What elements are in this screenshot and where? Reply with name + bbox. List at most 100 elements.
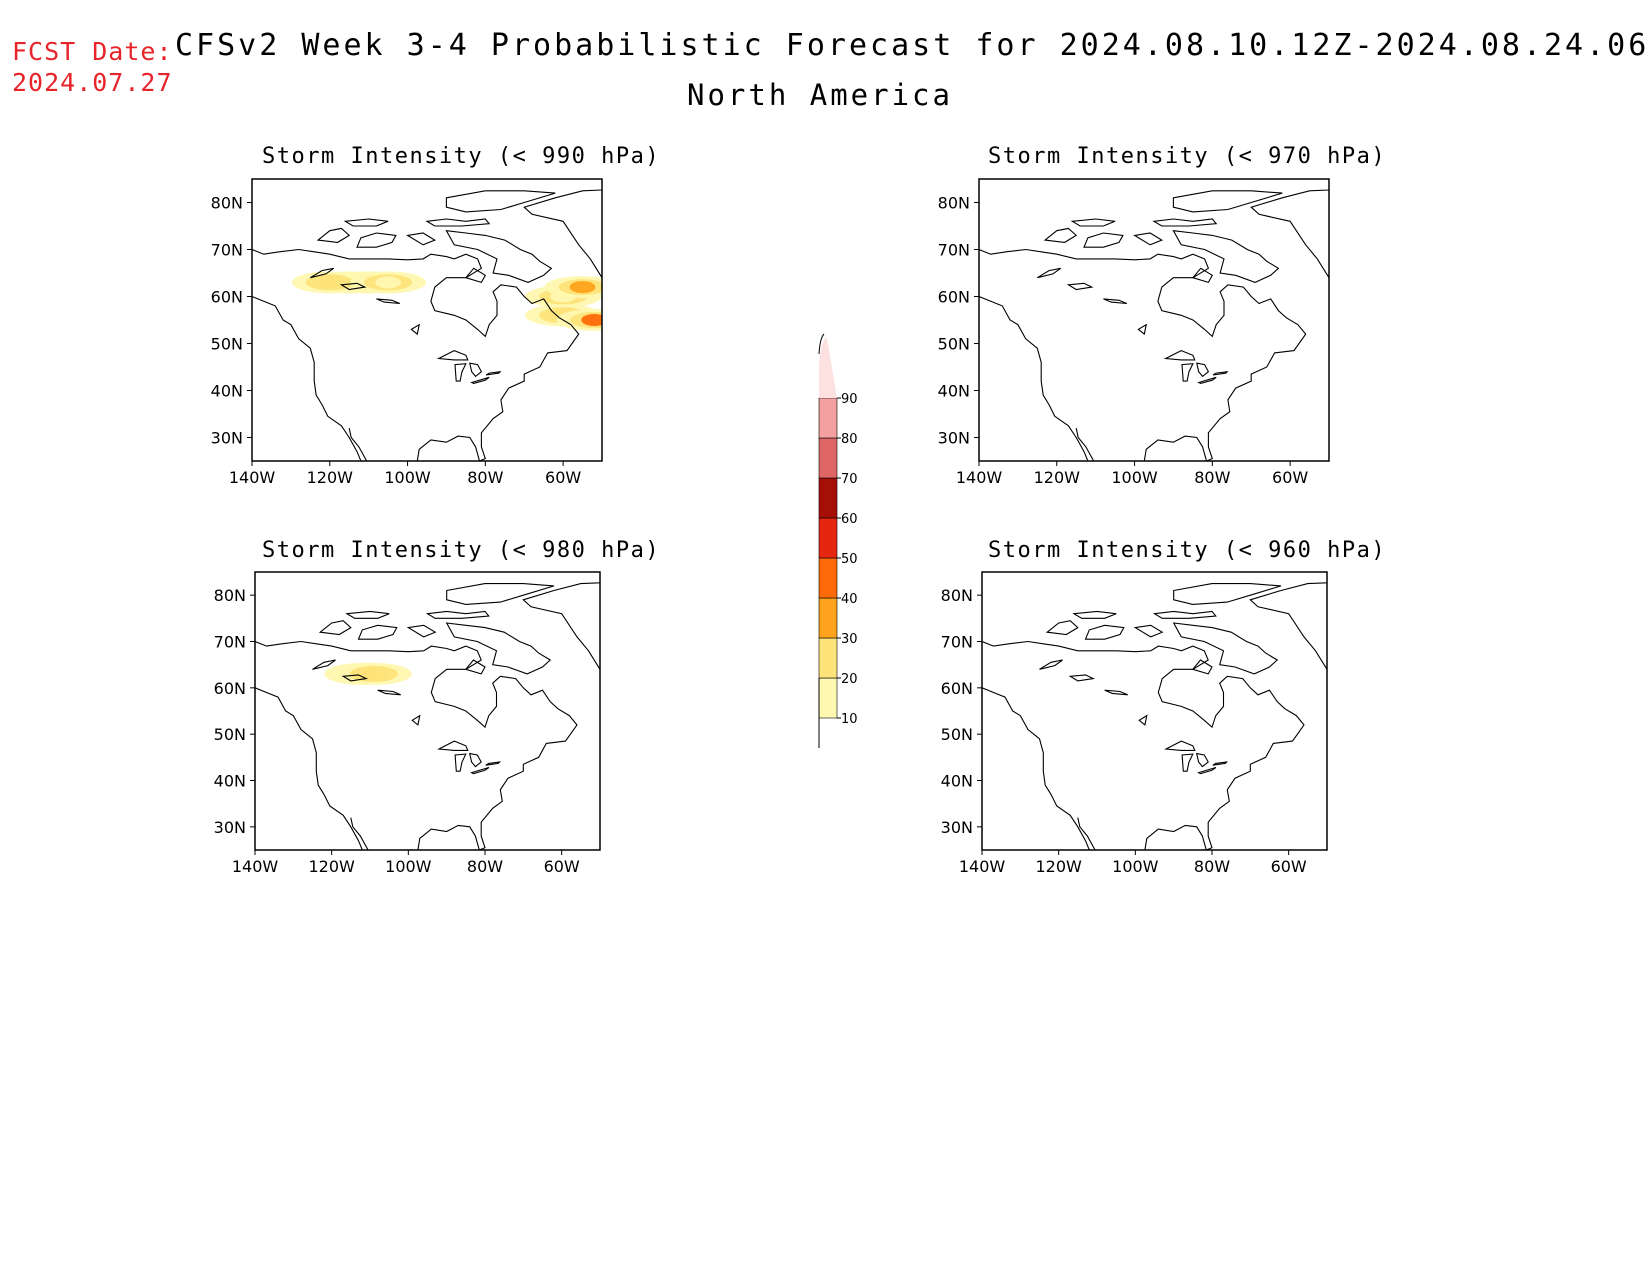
island-outline bbox=[1152, 218, 1218, 227]
west-coastline bbox=[255, 687, 363, 850]
island-outline bbox=[1133, 624, 1164, 638]
island-outline bbox=[1072, 610, 1117, 619]
panel-title-960: Storm Intensity (< 960 hPa) bbox=[988, 538, 1387, 563]
lat-tick-label: 50N bbox=[211, 335, 243, 354]
lake-outline bbox=[1163, 349, 1196, 361]
lon-tick-label: 120W bbox=[1035, 857, 1082, 876]
lake-outline bbox=[1196, 362, 1210, 378]
panel-title-990: Storm Intensity (< 990 hPa) bbox=[262, 144, 661, 169]
island-outline bbox=[318, 620, 352, 636]
colorbar-label: 70 bbox=[841, 472, 858, 487]
map-panel-970: 80N 70N 60N 50N 40N 30N 140W 120W 100W 80W 60W bbox=[938, 178, 1330, 487]
lake-outline bbox=[470, 766, 490, 775]
gulf-coastline bbox=[1077, 817, 1096, 850]
island-outline bbox=[406, 624, 437, 638]
page-title: CFSv2 Week 3-4 Probabilistic Forecast fo… bbox=[175, 28, 1650, 63]
lon-tick-label: 140W bbox=[959, 857, 1006, 876]
map-panel-980: 80N 70N 60N 50N 40N 30N 140W 120W 100W 80W 60W bbox=[214, 571, 601, 876]
island-outline bbox=[425, 610, 490, 619]
lon-tick-label: 140W bbox=[232, 857, 279, 876]
coastline bbox=[982, 640, 1305, 850]
lake-outline bbox=[485, 370, 502, 376]
map-panel-960: 80N 70N 60N 50N 40N 30N 140W 120W 100W 80W 60W bbox=[941, 571, 1328, 876]
lat-tick-label: 30N bbox=[941, 818, 973, 837]
lake-outline bbox=[1212, 761, 1228, 766]
island-outline bbox=[1191, 659, 1213, 675]
probability-shading-core bbox=[569, 281, 596, 294]
panel-title-970: Storm Intensity (< 970 hPa) bbox=[988, 144, 1387, 169]
lat-tick-label: 40N bbox=[941, 772, 973, 791]
lake-outline bbox=[377, 689, 401, 696]
lake-outline bbox=[411, 714, 421, 726]
lat-tick-label: 40N bbox=[214, 772, 246, 791]
island-outline bbox=[316, 227, 351, 243]
lake-outline bbox=[470, 376, 490, 384]
lake-outline bbox=[1104, 689, 1128, 696]
lake-outline bbox=[468, 752, 482, 768]
colorbar-label: 60 bbox=[841, 512, 858, 527]
colorbar-label: 10 bbox=[841, 712, 858, 727]
lake-outline bbox=[310, 267, 335, 279]
lat-tick-label: 60N bbox=[938, 288, 970, 307]
lon-tick-label: 100W bbox=[385, 857, 432, 876]
lake-outline bbox=[1197, 766, 1217, 775]
island-outline bbox=[356, 232, 397, 248]
probability-shading-core bbox=[375, 276, 402, 289]
lake-outline bbox=[485, 761, 501, 766]
colorbar-label: 50 bbox=[841, 552, 858, 567]
lake-outline bbox=[1068, 674, 1096, 682]
gulf-coastline bbox=[350, 817, 369, 850]
island-outline bbox=[1172, 622, 1279, 675]
fcst-date-value: 2024.07.27 bbox=[12, 68, 173, 97]
map-frame bbox=[254, 571, 601, 851]
west-coastline bbox=[252, 295, 362, 461]
west-coastline bbox=[982, 687, 1090, 850]
lake-outline bbox=[1137, 323, 1147, 336]
lat-tick-label: 80N bbox=[214, 586, 246, 605]
island-outline bbox=[1191, 267, 1214, 284]
lake-outline bbox=[1181, 753, 1194, 772]
lake-outline bbox=[341, 674, 369, 682]
island-outline bbox=[1250, 189, 1329, 279]
colorbar-segment bbox=[818, 477, 838, 519]
lat-tick-label: 30N bbox=[938, 429, 970, 448]
lon-tick-label: 60W bbox=[1272, 468, 1308, 487]
lake-outline bbox=[1181, 363, 1194, 382]
island-outline bbox=[345, 610, 390, 619]
lat-tick-label: 70N bbox=[214, 633, 246, 652]
lon-tick-label: 120W bbox=[1034, 468, 1081, 487]
island-outline bbox=[1172, 230, 1280, 283]
colorbar-label: 80 bbox=[841, 432, 858, 447]
lake-outline bbox=[1195, 752, 1209, 768]
lon-tick-label: 120W bbox=[307, 468, 354, 487]
lon-tick-label: 80W bbox=[467, 857, 503, 876]
lake-outline bbox=[376, 298, 401, 305]
island-outline bbox=[1084, 624, 1125, 640]
island-outline bbox=[445, 622, 552, 675]
lon-tick-label: 120W bbox=[308, 857, 355, 876]
island-outline bbox=[1083, 232, 1124, 248]
gulf-coastline bbox=[348, 427, 368, 461]
lake-outline bbox=[1103, 298, 1128, 305]
probability-shading-core bbox=[581, 314, 602, 326]
lon-tick-label: 140W bbox=[956, 468, 1003, 487]
lat-tick-label: 60N bbox=[214, 679, 246, 698]
island-outline bbox=[1173, 583, 1282, 605]
lat-tick-label: 60N bbox=[941, 679, 973, 698]
lat-tick-label: 40N bbox=[938, 382, 970, 401]
island-outline bbox=[445, 190, 556, 213]
lake-outline bbox=[454, 363, 467, 382]
island-outline bbox=[406, 232, 437, 246]
island-outline bbox=[446, 583, 555, 605]
colorbar-label: 30 bbox=[841, 632, 858, 647]
colorbar-segment bbox=[818, 557, 838, 599]
lake-outline bbox=[454, 753, 467, 772]
lake-outline bbox=[1037, 267, 1062, 279]
island-outline bbox=[1045, 620, 1079, 636]
probability-shading-core bbox=[360, 667, 387, 680]
lake-outline bbox=[312, 659, 336, 670]
lon-tick-label: 80W bbox=[1194, 857, 1230, 876]
map-panel-990: 80N 70N 60N 50N 40N 30N 140W 120W 100W 80W 60W bbox=[211, 178, 603, 487]
island-outline bbox=[1133, 232, 1164, 246]
lake-outline bbox=[1212, 370, 1229, 376]
